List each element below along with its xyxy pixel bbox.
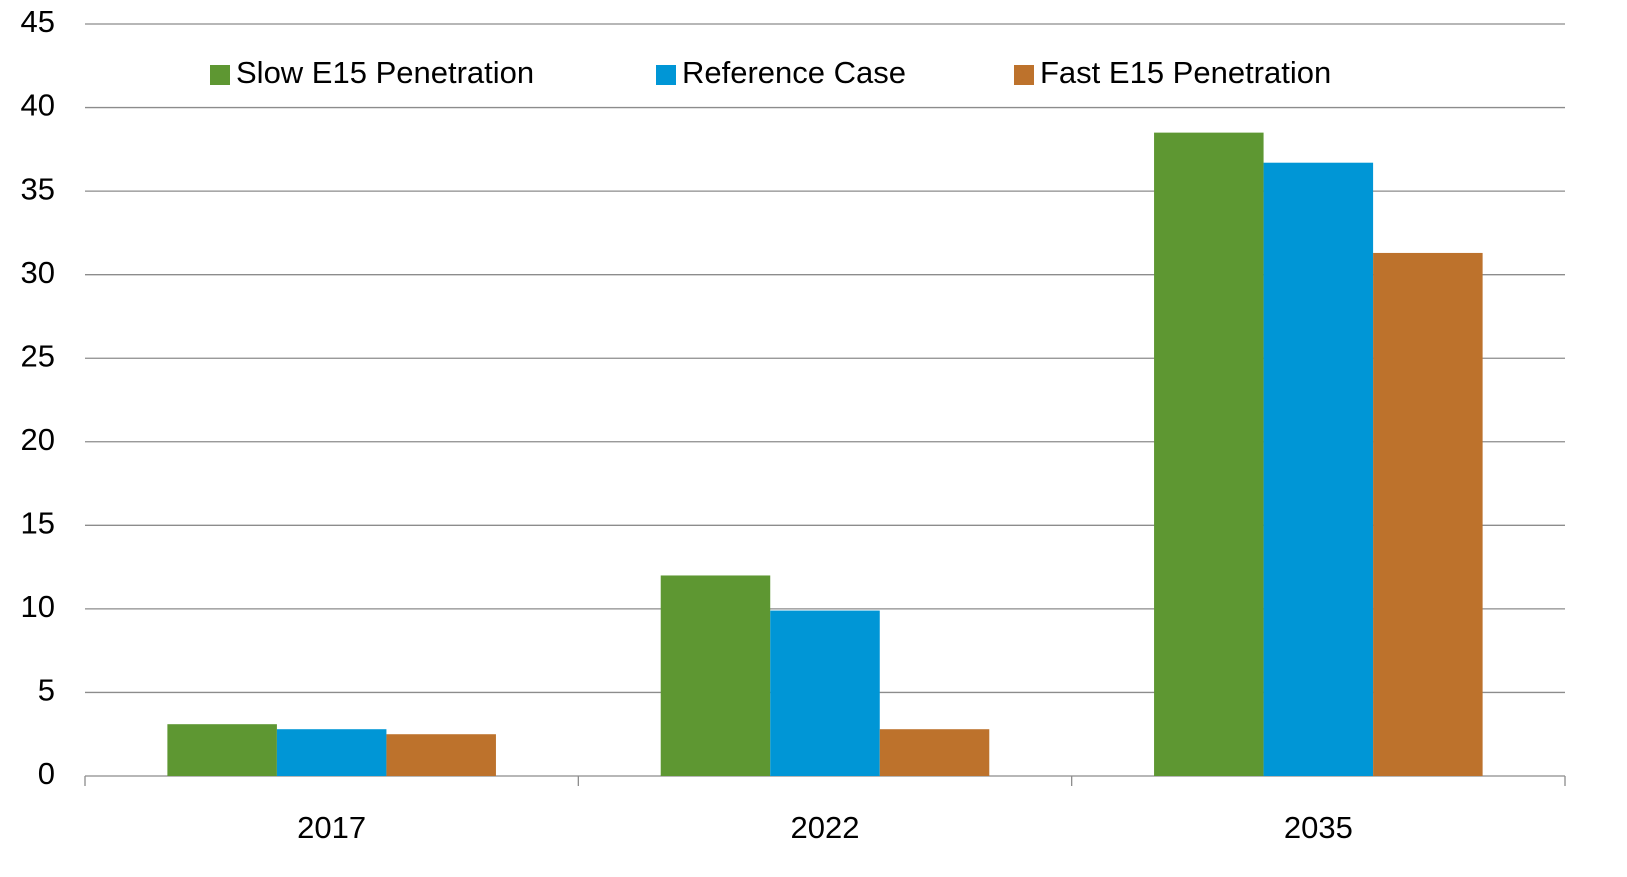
y-tick-label: 0 <box>38 756 55 791</box>
x-tick-label: 2022 <box>791 810 860 845</box>
legend-label: Slow E15 Penetration <box>236 55 534 90</box>
y-tick-label: 40 <box>21 88 55 123</box>
legend-swatch <box>1014 65 1034 85</box>
y-tick-label: 35 <box>21 171 55 206</box>
legend-swatch <box>656 65 676 85</box>
y-tick-label: 30 <box>21 255 55 290</box>
y-tick-label: 5 <box>38 673 55 708</box>
legend-swatch <box>210 65 230 85</box>
y-tick-label: 20 <box>21 422 55 457</box>
bar <box>770 610 880 776</box>
bar <box>276 729 387 776</box>
x-tick-label: 2035 <box>1284 810 1353 845</box>
bar <box>1373 252 1483 777</box>
legend-label: Reference Case <box>682 55 906 90</box>
bar <box>660 575 771 776</box>
bar <box>1263 162 1374 777</box>
x-tick-label: 2017 <box>297 810 366 845</box>
legend-label: Fast E15 Penetration <box>1040 55 1331 90</box>
bar <box>1154 132 1264 777</box>
bar <box>167 724 277 776</box>
y-tick-label: 45 <box>21 4 55 39</box>
bar <box>879 729 990 776</box>
y-tick-label: 15 <box>21 506 55 541</box>
bar <box>386 734 496 776</box>
y-tick-label: 10 <box>21 589 55 624</box>
y-tick-label: 25 <box>21 338 55 373</box>
